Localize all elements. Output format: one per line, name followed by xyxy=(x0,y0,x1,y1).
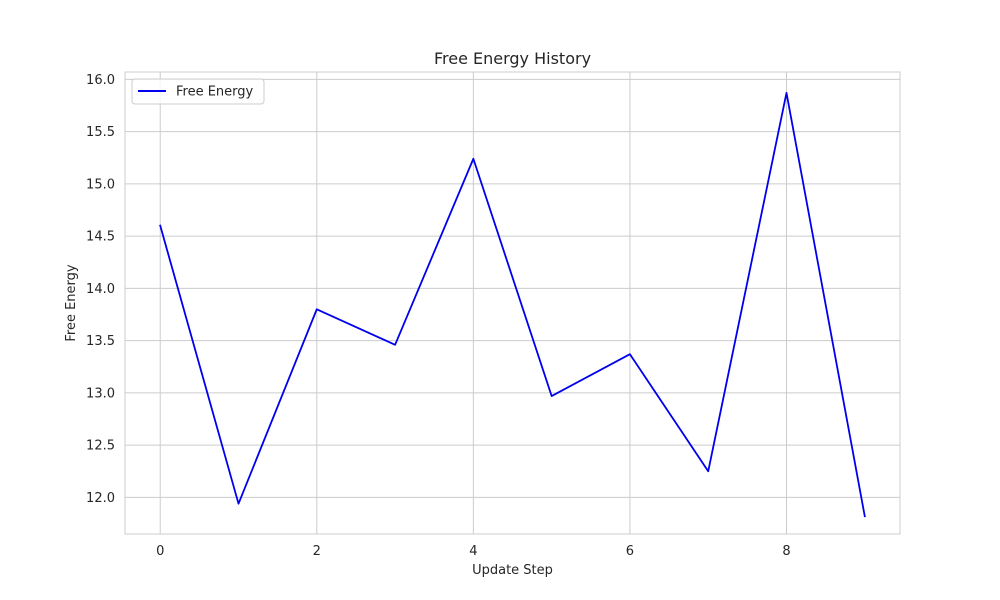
x-tick-label: 6 xyxy=(626,544,634,559)
grid xyxy=(125,72,900,534)
y-tick-label: 12.0 xyxy=(86,491,115,506)
x-tick-label: 2 xyxy=(313,544,321,559)
legend-label-free-energy: Free Energy xyxy=(176,85,254,100)
y-tick-label: 15.5 xyxy=(86,125,115,140)
y-axis-ticks: 12.0 12.5 13.0 13.5 14.0 14.5 15.0 15.5 16.0 xyxy=(86,73,115,506)
x-axis-ticks: 0 2 4 6 8 xyxy=(156,544,791,559)
y-tick-label: 16.0 xyxy=(86,73,115,88)
series-line-free-energy xyxy=(159,92,866,518)
legend: Free Energy xyxy=(131,78,265,105)
x-tick-label: 8 xyxy=(782,544,790,559)
y-tick-label: 13.0 xyxy=(86,386,115,401)
plot-background xyxy=(125,72,900,534)
y-tick-label: 12.5 xyxy=(86,439,115,454)
y-tick-label: 15.0 xyxy=(86,177,115,192)
plot-frame xyxy=(124,71,901,535)
y-axis-label: Free Energy xyxy=(64,264,79,342)
chart-title: Free Energy History xyxy=(434,49,591,68)
y-tick-label: 13.5 xyxy=(86,334,115,349)
x-axis-label: Update Step xyxy=(472,563,553,578)
series-layer xyxy=(159,92,866,518)
y-tick-label: 14.0 xyxy=(86,282,115,297)
x-tick-label: 4 xyxy=(469,544,477,559)
y-tick-label: 14.5 xyxy=(86,230,115,245)
x-tick-label: 0 xyxy=(156,544,164,559)
legend-box xyxy=(131,78,265,105)
